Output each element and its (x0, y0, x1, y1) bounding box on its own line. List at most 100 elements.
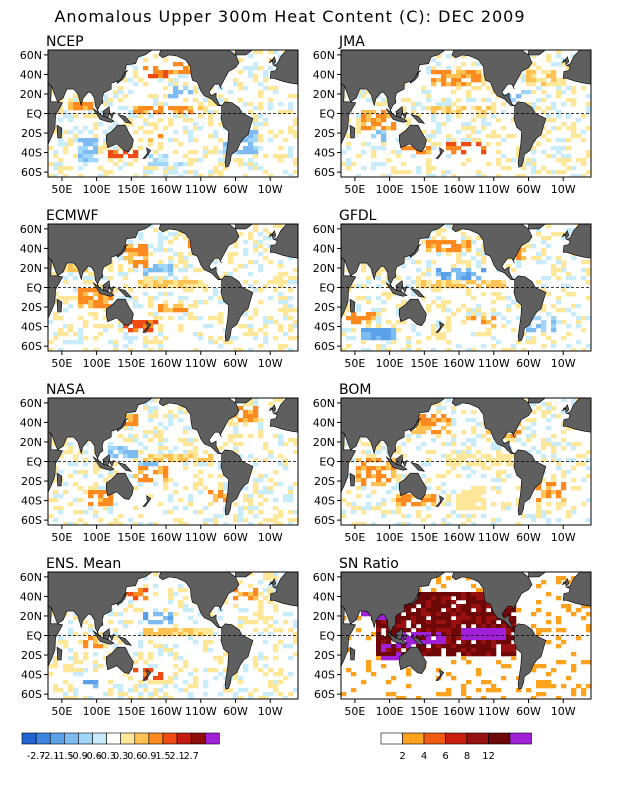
field-cell (203, 154, 209, 159)
field-cell (456, 612, 462, 617)
field-cell (536, 106, 542, 111)
field-cell (183, 588, 189, 593)
land-mass (410, 592, 422, 606)
land-mass (410, 287, 426, 298)
field-cell (461, 320, 467, 325)
field-cell (371, 490, 377, 495)
field-cell (153, 158, 159, 163)
field-cell (466, 98, 472, 103)
field-cell (521, 162, 527, 167)
field-cell (476, 422, 482, 427)
field-cell (431, 114, 437, 119)
field-cell (516, 340, 522, 345)
field-cell (411, 604, 417, 609)
field-cell (581, 158, 587, 163)
field-cell (263, 340, 269, 345)
field-cell (93, 482, 99, 487)
field-cell (163, 474, 169, 479)
field-cell (556, 90, 562, 95)
field-cell (356, 114, 362, 119)
field-cell (471, 98, 477, 103)
field-cell (253, 66, 259, 71)
field-cell (148, 138, 154, 143)
field-cell (133, 154, 139, 159)
field-cell (451, 620, 457, 625)
lon-tick-label: 10W (258, 705, 283, 718)
field-cell (446, 632, 452, 637)
field-cell (531, 158, 537, 163)
field-cell (506, 454, 512, 459)
field-cell (561, 482, 567, 487)
field-cell (148, 162, 154, 167)
field-cell (118, 514, 124, 519)
field-cell (506, 612, 512, 617)
field-cell (531, 410, 537, 415)
field-cell (451, 648, 457, 653)
field-cell (551, 344, 557, 349)
field-cell (83, 348, 89, 351)
colorbar-swatch (120, 732, 136, 745)
field-cell (278, 260, 284, 265)
field-cell (278, 284, 284, 289)
field-cell (143, 268, 149, 273)
field-cell (476, 312, 482, 317)
lat-tick-label: 60S (314, 688, 335, 701)
field-cell (188, 138, 194, 143)
field-cell (263, 70, 269, 75)
field-cell (113, 150, 119, 155)
field-cell (133, 668, 139, 673)
field-cell (361, 150, 367, 155)
field-cell (143, 474, 149, 479)
field-cell (53, 660, 59, 665)
field-cell (263, 446, 269, 451)
lon-tick-label: 60W (223, 531, 248, 544)
field-cell (168, 696, 174, 699)
field-cell (238, 348, 244, 351)
field-cell (386, 490, 392, 495)
land-mass (435, 495, 445, 507)
field-cell (461, 498, 467, 503)
field-cell (253, 62, 259, 67)
field-cell (63, 300, 69, 305)
field-cell (188, 438, 194, 443)
field-cell (278, 54, 284, 59)
field-cell (486, 454, 492, 459)
field-cell (228, 90, 234, 95)
field-cell (491, 344, 497, 349)
field-cell (391, 474, 397, 479)
field-cell (148, 114, 154, 119)
field-cell (193, 316, 199, 321)
field-cell (476, 284, 482, 289)
field-cell (183, 130, 189, 135)
field-cell (183, 260, 189, 265)
field-cell (238, 232, 244, 237)
lon-tick-label: 10W (551, 183, 576, 196)
field-cell (58, 470, 64, 475)
field-cell (431, 624, 437, 629)
field-cell (546, 106, 552, 111)
field-cell (93, 126, 99, 131)
field-cell (138, 146, 144, 151)
field-cell (133, 150, 139, 155)
field-cell (238, 82, 244, 87)
field-cell (148, 640, 154, 645)
field-cell (546, 256, 552, 261)
field-cell (288, 106, 294, 111)
field-cell (193, 122, 199, 127)
field-cell (511, 454, 517, 459)
field-cell (391, 324, 397, 329)
field-cell (551, 62, 557, 67)
field-cell (351, 688, 357, 693)
land-mass (142, 669, 152, 681)
field-cell (163, 284, 169, 289)
field-cell (501, 154, 507, 159)
field-cell (471, 78, 477, 83)
field-cell (436, 106, 442, 111)
field-cell (243, 146, 249, 151)
field-cell (148, 320, 154, 325)
field-cell (516, 154, 522, 159)
field-cell (476, 308, 482, 313)
field-cell (203, 680, 209, 685)
field-cell (183, 82, 189, 87)
land-mass (158, 50, 240, 106)
